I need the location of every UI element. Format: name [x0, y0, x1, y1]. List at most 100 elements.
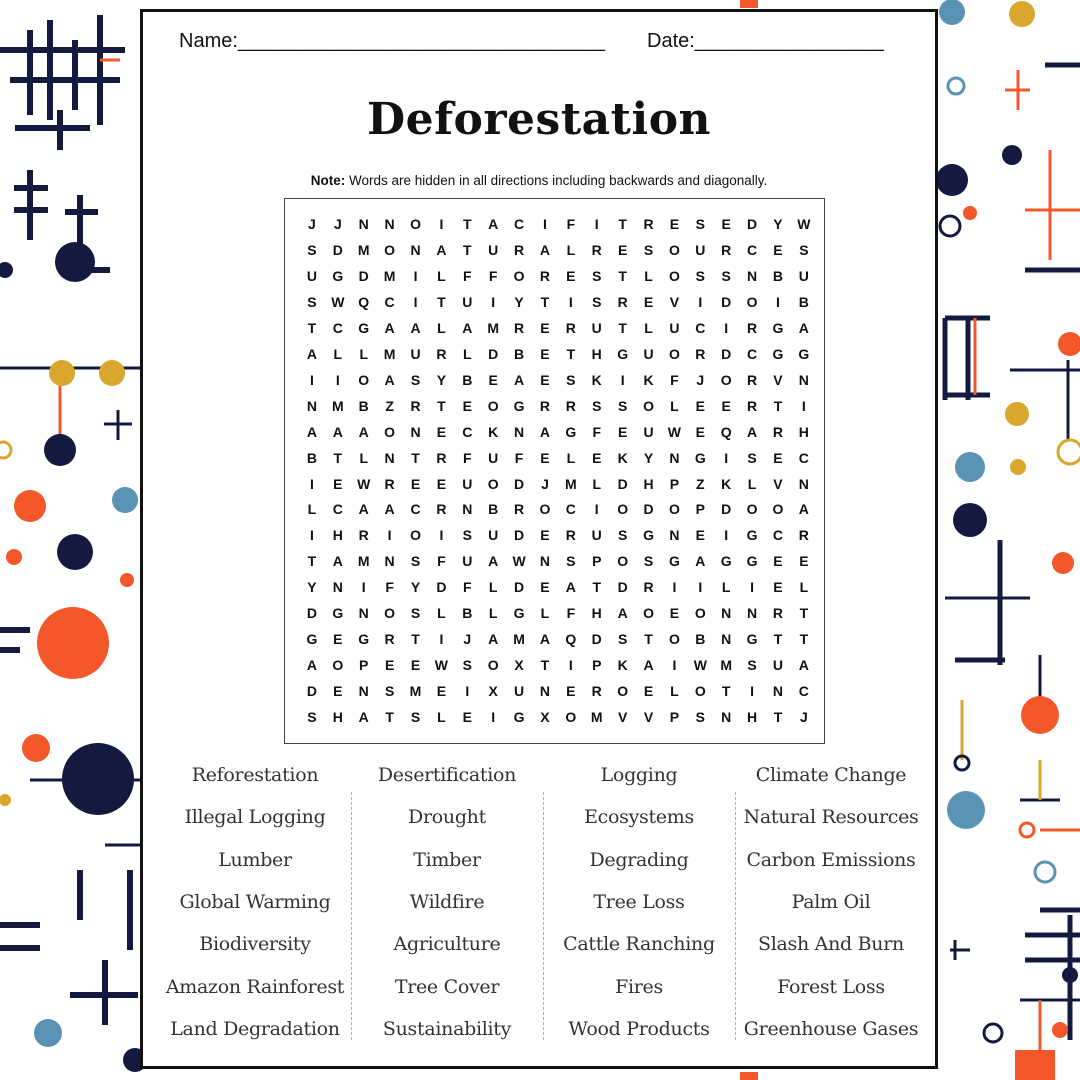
grid-letter[interactable]: S [307, 241, 317, 258]
grid-letter[interactable]: R [798, 527, 809, 544]
grid-letter[interactable]: E [566, 267, 576, 284]
grid-letter[interactable]: S [410, 371, 421, 388]
grid-letter[interactable]: C [798, 683, 809, 700]
grid-letter[interactable]: U [643, 423, 654, 440]
grid-letter[interactable]: W [797, 216, 811, 232]
grid-letter[interactable]: U [462, 553, 473, 570]
grid-letter[interactable]: J [696, 371, 705, 388]
grid-letter[interactable]: S [643, 241, 654, 258]
grid-letter[interactable]: G [332, 267, 344, 284]
grid-letter[interactable]: K [643, 371, 654, 388]
grid-letter[interactable]: T [307, 319, 317, 336]
grid-letter[interactable]: G [798, 345, 810, 362]
grid-letter[interactable]: C [410, 501, 421, 518]
grid-letter[interactable]: T [773, 397, 783, 414]
grid-letter[interactable]: S [462, 527, 472, 544]
grid-letter[interactable]: A [747, 423, 758, 440]
grid-letter[interactable]: I [672, 579, 677, 596]
grid-letter[interactable]: P [695, 501, 705, 518]
grid-letter[interactable]: W [434, 657, 448, 674]
grid-letter[interactable]: Y [436, 371, 447, 388]
grid-letter[interactable]: V [643, 709, 654, 726]
grid-letter[interactable]: N [772, 683, 784, 700]
grid-letter[interactable]: K [591, 371, 602, 388]
grid-letter[interactable]: A [695, 553, 706, 570]
grid-letter[interactable]: D [306, 605, 317, 622]
grid-letter[interactable]: L [670, 397, 679, 414]
grid-letter[interactable]: I [413, 267, 418, 284]
grid-letter[interactable]: U [643, 345, 654, 362]
grid-letter[interactable]: R [565, 397, 576, 414]
grid-letter[interactable]: G [358, 319, 370, 336]
grid-letter[interactable]: T [618, 319, 627, 336]
grid-letter[interactable]: I [750, 579, 755, 596]
grid-letter[interactable]: O [384, 241, 396, 258]
grid-letter[interactable]: B [695, 631, 706, 648]
grid-letter[interactable]: I [568, 293, 573, 310]
grid-letter[interactable]: A [358, 501, 369, 518]
grid-letter[interactable]: V [669, 293, 680, 310]
grid-letter[interactable]: T [644, 631, 653, 648]
grid-letter[interactable]: D [358, 267, 369, 284]
grid-letter[interactable]: I [672, 657, 677, 674]
grid-letter[interactable]: O [617, 501, 629, 518]
grid-letter[interactable]: E [540, 527, 550, 544]
grid-letter[interactable]: U [514, 683, 525, 700]
grid-letter[interactable]: A [332, 423, 343, 440]
grid-letter[interactable]: F [463, 579, 472, 596]
grid-letter[interactable]: B [462, 371, 473, 388]
grid-letter[interactable]: D [721, 501, 732, 518]
grid-letter[interactable]: U [306, 267, 317, 284]
grid-letter[interactable]: I [724, 527, 729, 544]
grid-letter[interactable]: M [590, 709, 603, 726]
grid-letter[interactable]: R [514, 501, 525, 518]
grid-letter[interactable]: E [799, 553, 809, 570]
grid-letter[interactable]: D [306, 683, 317, 700]
grid-letter[interactable]: E [333, 631, 343, 648]
grid-letter[interactable]: D [747, 216, 758, 232]
grid-letter[interactable]: I [698, 293, 703, 310]
grid-letter[interactable]: R [772, 423, 784, 440]
grid-letter[interactable]: P [592, 553, 602, 570]
grid-letter[interactable]: R [747, 397, 758, 414]
grid-letter[interactable]: U [462, 293, 473, 310]
grid-letter[interactable]: O [617, 553, 629, 570]
grid-letter[interactable]: E [721, 397, 731, 414]
grid-letter[interactable]: I [801, 397, 806, 414]
grid-letter[interactable]: G [772, 319, 784, 336]
grid-letter[interactable]: F [566, 216, 576, 232]
grid-letter[interactable]: C [514, 216, 525, 232]
grid-letter[interactable]: P [359, 657, 369, 674]
grid-letter[interactable]: A [332, 553, 343, 570]
grid-letter[interactable]: Q [358, 293, 370, 310]
grid-letter[interactable]: E [540, 371, 550, 388]
grid-letter[interactable]: M [383, 345, 396, 362]
grid-letter[interactable]: A [565, 579, 576, 596]
grid-letter[interactable]: M [383, 267, 396, 284]
grid-letter[interactable]: G [513, 605, 525, 622]
grid-letter[interactable]: T [540, 657, 550, 674]
grid-letter[interactable]: C [798, 449, 809, 466]
grid-letter[interactable]: B [488, 501, 499, 518]
grid-letter[interactable]: R [436, 449, 447, 466]
grid-letter[interactable]: R [436, 345, 447, 362]
grid-letter[interactable]: N [798, 371, 809, 388]
grid-letter[interactable]: E [436, 423, 447, 440]
grid-letter[interactable]: A [798, 501, 809, 518]
grid-letter[interactable]: M [720, 657, 733, 674]
grid-letter[interactable]: U [591, 527, 602, 544]
grid-letter[interactable]: I [310, 371, 314, 388]
grid-letter[interactable]: T [721, 683, 731, 700]
grid-letter[interactable]: W [667, 423, 682, 440]
grid-letter[interactable]: O [694, 605, 706, 622]
grid-letter[interactable]: O [694, 683, 706, 700]
grid-letter[interactable]: I [776, 293, 780, 310]
grid-letter[interactable]: E [669, 605, 680, 622]
grid-letter[interactable]: N [410, 241, 421, 258]
grid-letter[interactable]: J [799, 709, 808, 726]
grid-letter[interactable]: G [720, 553, 732, 570]
grid-letter[interactable]: L [437, 605, 446, 622]
grid-letter[interactable]: T [618, 267, 627, 284]
grid-letter[interactable]: S [592, 267, 602, 284]
grid-letter[interactable]: J [333, 216, 342, 232]
